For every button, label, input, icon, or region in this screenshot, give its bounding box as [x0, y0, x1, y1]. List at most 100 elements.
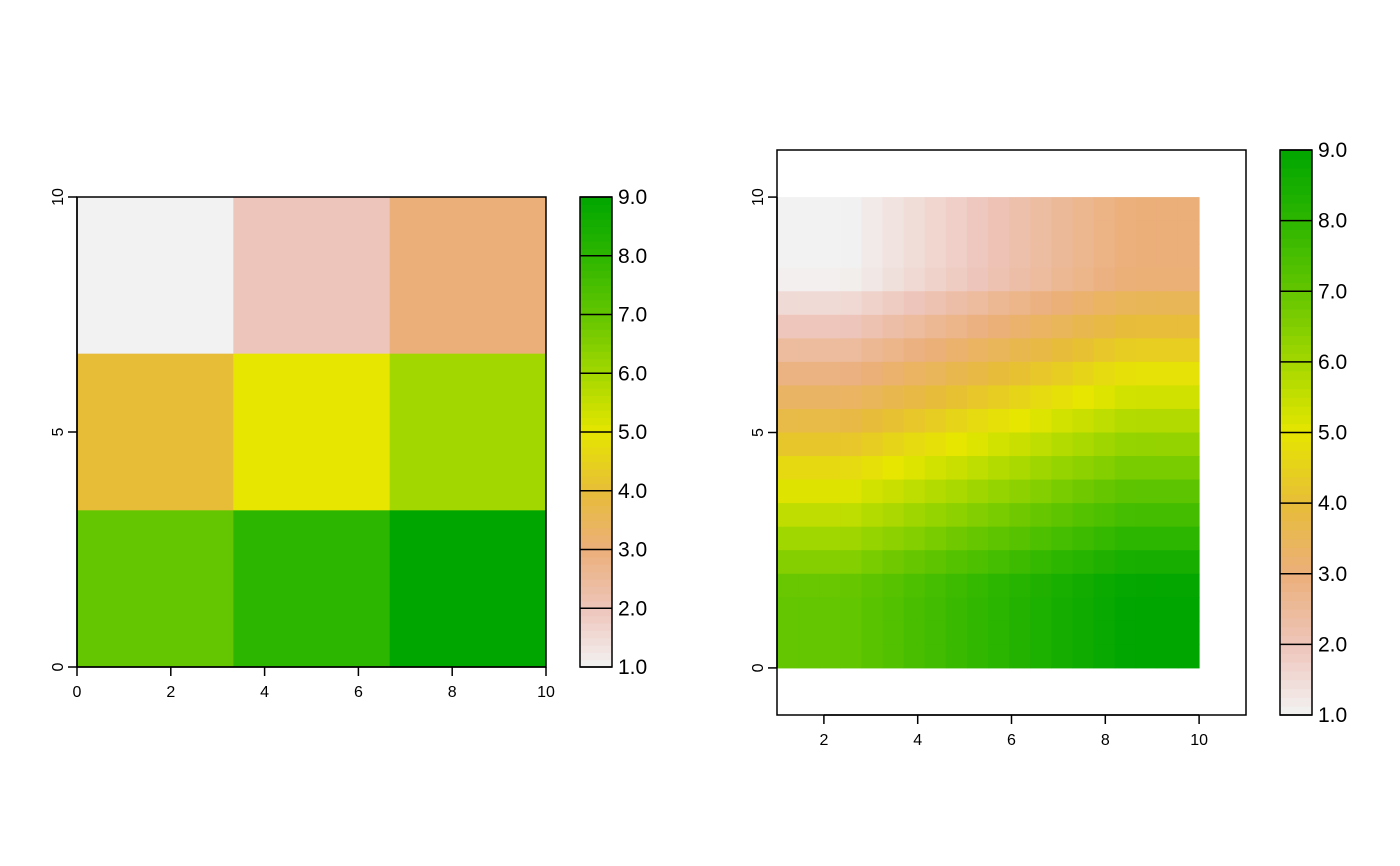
- raster-cell: [840, 526, 862, 551]
- raster-cell: [1177, 197, 1200, 222]
- raster-cell: [1135, 644, 1158, 669]
- raster-cell: [777, 644, 799, 669]
- raster-cell: [1072, 550, 1095, 575]
- raster-cell: [966, 244, 989, 269]
- legend-color-step: [580, 549, 612, 558]
- raster-cell: [389, 353, 547, 511]
- legend-tick-label: 1.0: [618, 656, 647, 679]
- raster-cell: [798, 550, 820, 575]
- right-raster-panel: 2 4 6 8 10 0 5 10 1.0 2.0 3.0 4.0 5.0 6.0 7.0 8.0 9.0: [750, 139, 1347, 749]
- raster-cell: [988, 573, 1010, 598]
- legend-color-step: [580, 358, 612, 367]
- raster-cell: [988, 197, 1010, 222]
- raster-cell: [1009, 291, 1031, 316]
- raster-cell: [882, 526, 905, 551]
- raster-cell: [840, 220, 862, 245]
- legend-color-step: [580, 476, 612, 485]
- raster-cell: [861, 197, 884, 222]
- raster-cell: [988, 503, 1010, 528]
- raster-cell: [798, 503, 820, 528]
- raster-cell: [1093, 408, 1116, 433]
- raster-cell: [903, 479, 926, 504]
- legend-color-step: [580, 490, 612, 499]
- y-tick-label: 10: [50, 188, 67, 206]
- raster-cell: [1093, 220, 1116, 245]
- raster-cell: [903, 503, 926, 528]
- legend-tick-label: 9.0: [1318, 139, 1347, 162]
- raster-cell: [1156, 573, 1179, 598]
- raster-cell: [966, 479, 989, 504]
- raster-cell: [924, 267, 947, 292]
- raster-cell: [1114, 479, 1137, 504]
- raster-cell: [840, 456, 862, 481]
- x-tick-label: 4: [260, 684, 269, 701]
- raster-cell: [861, 361, 884, 386]
- raster-cell: [1093, 550, 1116, 575]
- raster-cell: [945, 526, 968, 551]
- raster-cell: [1156, 338, 1179, 363]
- raster-cell: [988, 408, 1010, 433]
- raster-cell: [903, 197, 926, 222]
- legend-tick-label: 2.0: [1318, 633, 1347, 656]
- raster-cell: [882, 338, 905, 363]
- raster-cell: [819, 456, 841, 481]
- raster-cell: [882, 550, 905, 575]
- legend-color-step: [1280, 564, 1312, 575]
- raster-cell: [1114, 432, 1137, 457]
- raster-cell: [861, 244, 884, 269]
- raster-cell: [924, 314, 947, 339]
- raster-cell: [798, 220, 820, 245]
- raster-cell: [1156, 385, 1179, 410]
- raster-cell: [233, 510, 391, 668]
- legend-color-step: [1280, 538, 1312, 548]
- raster-cell: [1030, 573, 1052, 598]
- raster-cell: [1072, 220, 1095, 245]
- legend-tick-label: 2.0: [618, 597, 647, 620]
- raster-cell: [777, 503, 799, 528]
- raster-cell: [1030, 408, 1052, 433]
- raster-cell: [924, 503, 947, 528]
- legend-color-step: [580, 255, 612, 264]
- raster-cell: [233, 353, 391, 511]
- raster-cell: [882, 573, 905, 598]
- raster-cell: [840, 244, 862, 269]
- raster-cell: [1072, 456, 1095, 481]
- raster-cell: [840, 644, 862, 669]
- raster-cell: [903, 550, 926, 575]
- legend-color-step: [1280, 406, 1312, 416]
- raster-cell: [819, 244, 841, 269]
- raster-cell: [1156, 197, 1179, 222]
- legend-color-step: [580, 197, 612, 205]
- legend-color-step: [1280, 150, 1312, 160]
- raster-cell: [1135, 408, 1158, 433]
- legend-color-step: [1280, 485, 1312, 495]
- raster-cell: [1135, 267, 1158, 292]
- raster-cell: [903, 361, 926, 386]
- raster-cell: [966, 267, 989, 292]
- raster-cell: [1072, 573, 1095, 598]
- legend-color-step: [580, 417, 612, 426]
- legend-tick-label: 5.0: [1318, 422, 1347, 445]
- legend-color-step: [580, 586, 612, 595]
- legend-color-step: [1280, 450, 1312, 460]
- raster-cell: [1093, 644, 1116, 669]
- raster-cell: [1093, 385, 1116, 410]
- raster-cell: [882, 597, 905, 622]
- raster-cell: [945, 291, 968, 316]
- legend-color-step: [1280, 644, 1312, 654]
- raster-cell: [1114, 291, 1137, 316]
- legend-color-step: [1280, 582, 1312, 593]
- legend-color-step: [580, 373, 612, 382]
- legend-color-step: [580, 336, 612, 345]
- legend-color-step: [1280, 458, 1312, 469]
- raster-cell: [1009, 620, 1031, 645]
- legend-color-step: [580, 468, 612, 477]
- legend-color-step: [1280, 379, 1312, 389]
- raster-cell: [1093, 314, 1116, 339]
- legend-color-step: [580, 593, 612, 602]
- raster-cell: [1177, 644, 1200, 669]
- raster-cell: [903, 526, 926, 551]
- raster-cell: [1156, 597, 1179, 622]
- legend-color-step: [580, 439, 612, 448]
- raster-cell: [861, 503, 884, 528]
